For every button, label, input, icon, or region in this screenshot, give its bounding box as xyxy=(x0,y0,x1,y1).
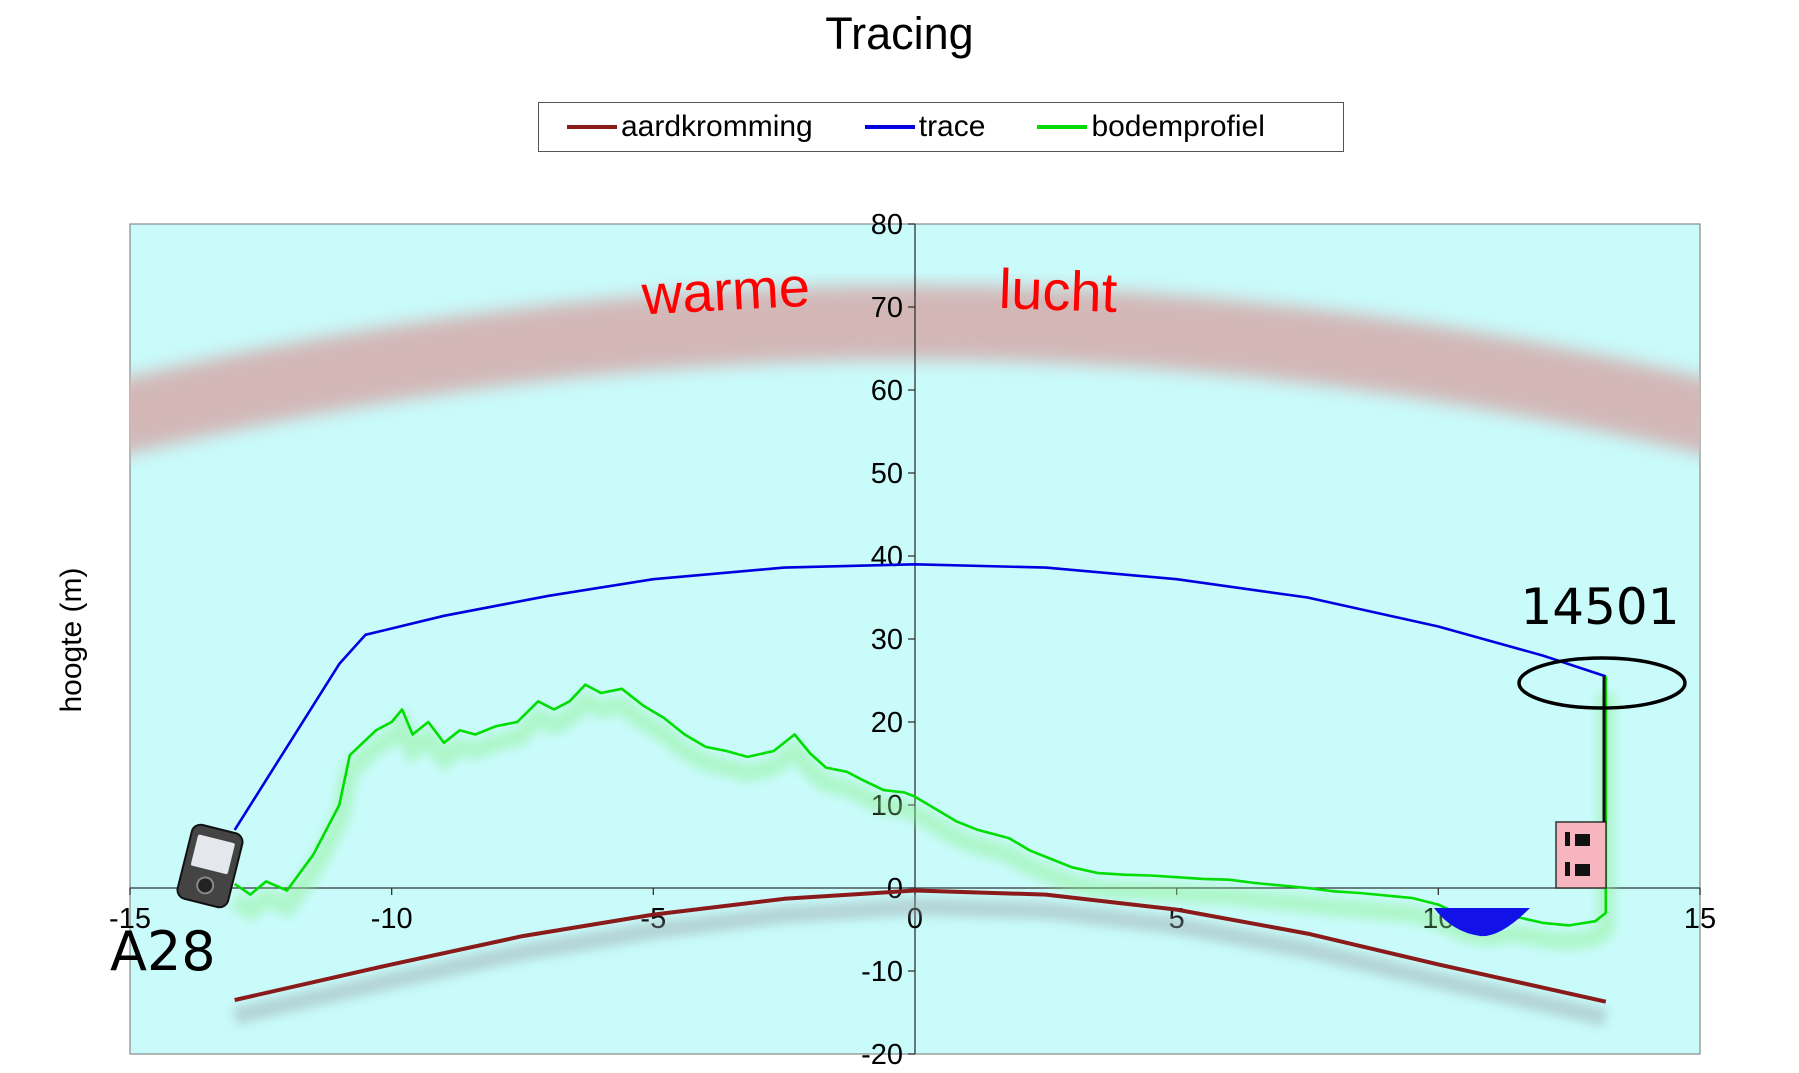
series-line-aardkromming xyxy=(234,888,1607,1004)
y-tick-label: 40 xyxy=(871,541,903,573)
y-tick-label: -10 xyxy=(861,956,903,988)
y-tick-label: 80 xyxy=(871,209,903,241)
antenna-highlight-ellipse xyxy=(1517,656,1687,710)
series-shadow-aardkromming xyxy=(232,897,1608,1027)
legend-swatch-trace xyxy=(864,125,915,129)
y-tick-label: 50 xyxy=(871,458,903,490)
y-tick-label: 0 xyxy=(887,873,903,905)
water-icon xyxy=(1434,908,1530,937)
legend-swatch-bodemprofiel xyxy=(1037,125,1088,129)
legend-swatch-aardkromming xyxy=(567,125,617,129)
building-icon xyxy=(1555,821,1607,889)
y-tick-label: -20 xyxy=(861,1039,903,1071)
chart-legend: aardkromming trace bodemprofiel xyxy=(538,102,1344,152)
legend-label-trace: trace xyxy=(918,110,986,143)
legend-item-bodemprofiel: bodemprofiel xyxy=(1037,110,1265,144)
y-tick-label: 30 xyxy=(871,624,903,656)
legend-label-bodemprofiel: bodemprofiel xyxy=(1091,110,1265,143)
series-group xyxy=(233,562,1608,1004)
y-tick-label: 20 xyxy=(871,707,903,739)
chart-title: Tracing xyxy=(825,8,974,59)
legend-item-trace: trace xyxy=(864,110,986,144)
annotation-a28: A28 xyxy=(110,920,216,983)
mobile-phone-icon xyxy=(176,823,244,909)
series-shadows xyxy=(229,689,1615,1027)
y-tick-label: 70 xyxy=(871,292,903,324)
x-tick-label: -10 xyxy=(371,903,413,935)
legend-label-aardkromming: aardkromming xyxy=(621,110,813,143)
x-tick-label: -15 xyxy=(109,903,151,935)
x-tick-label: 15 xyxy=(1684,903,1716,935)
annotation-warme: warme xyxy=(639,255,811,327)
annotation-lucht: lucht xyxy=(998,257,1119,324)
annotation-14501: 14501 xyxy=(1520,578,1679,636)
series-line-bodemprofiel xyxy=(233,676,1608,927)
series-line-trace xyxy=(233,562,1607,831)
legend-item-aardkromming: aardkromming xyxy=(567,110,813,144)
y-tick-label: 60 xyxy=(871,375,903,407)
series-shadow-bodemprofiel xyxy=(229,689,1615,951)
